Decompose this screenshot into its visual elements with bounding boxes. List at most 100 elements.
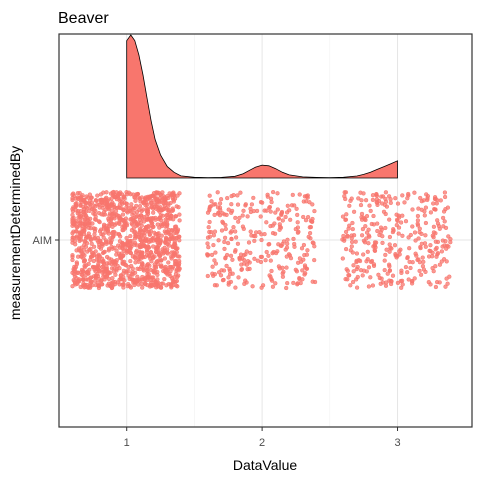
data-point bbox=[442, 190, 448, 195]
data-point bbox=[218, 273, 224, 278]
data-point bbox=[382, 267, 387, 273]
data-point bbox=[146, 224, 151, 230]
data-point bbox=[423, 205, 429, 210]
data-point bbox=[96, 239, 101, 245]
data-point bbox=[96, 257, 101, 263]
data-point bbox=[79, 267, 85, 273]
data-point bbox=[81, 259, 87, 264]
data-point bbox=[223, 222, 228, 228]
data-point bbox=[156, 205, 161, 211]
data-point bbox=[361, 252, 366, 257]
data-point bbox=[348, 248, 353, 253]
data-point bbox=[83, 204, 89, 210]
data-point bbox=[355, 264, 360, 270]
data-point bbox=[292, 241, 297, 247]
data-point bbox=[173, 279, 178, 284]
data-point bbox=[248, 250, 253, 256]
data-point bbox=[295, 220, 300, 225]
data-point bbox=[227, 266, 232, 272]
data-point bbox=[140, 261, 145, 267]
data-point bbox=[387, 249, 392, 254]
data-point bbox=[90, 221, 95, 226]
data-point bbox=[72, 279, 77, 284]
data-point bbox=[169, 254, 174, 259]
data-point bbox=[400, 193, 405, 198]
data-point bbox=[343, 217, 348, 222]
data-point bbox=[303, 271, 308, 276]
data-point bbox=[249, 202, 255, 207]
data-point bbox=[284, 265, 289, 270]
data-point bbox=[296, 229, 301, 234]
data-point bbox=[93, 217, 99, 222]
data-point bbox=[391, 228, 396, 233]
data-point bbox=[266, 253, 271, 258]
data-point bbox=[158, 239, 164, 244]
data-point bbox=[70, 197, 75, 203]
data-point bbox=[82, 222, 87, 227]
data-point bbox=[388, 281, 394, 287]
data-point bbox=[97, 219, 102, 225]
data-point bbox=[207, 219, 212, 225]
data-point bbox=[280, 218, 285, 223]
data-point bbox=[413, 238, 418, 243]
data-point bbox=[118, 276, 123, 281]
data-point bbox=[430, 250, 435, 255]
data-point bbox=[215, 190, 220, 195]
data-point bbox=[428, 243, 433, 248]
data-point bbox=[354, 259, 359, 265]
data-point bbox=[407, 259, 412, 265]
data-point bbox=[110, 190, 115, 195]
data-point bbox=[283, 214, 288, 220]
data-point bbox=[241, 226, 246, 232]
data-point bbox=[137, 244, 143, 249]
data-point bbox=[431, 224, 437, 229]
data-point bbox=[99, 197, 104, 202]
data-point bbox=[372, 248, 377, 253]
data-point bbox=[371, 213, 376, 219]
data-point bbox=[241, 208, 246, 213]
data-point bbox=[91, 236, 97, 241]
data-point bbox=[106, 197, 111, 202]
data-point bbox=[91, 207, 97, 213]
data-point bbox=[422, 241, 428, 246]
data-point bbox=[358, 202, 364, 208]
data-point bbox=[92, 229, 98, 234]
data-point bbox=[145, 202, 150, 207]
data-point bbox=[86, 225, 91, 230]
data-point bbox=[365, 257, 370, 262]
data-point bbox=[433, 247, 438, 252]
data-point bbox=[428, 210, 434, 215]
data-point bbox=[132, 236, 138, 241]
data-point bbox=[383, 252, 388, 258]
data-point bbox=[340, 237, 345, 242]
data-point bbox=[302, 194, 308, 199]
data-point bbox=[106, 246, 112, 251]
data-point bbox=[429, 254, 435, 259]
data-point bbox=[425, 196, 430, 201]
data-point bbox=[366, 265, 372, 270]
data-point bbox=[364, 213, 370, 219]
data-point bbox=[213, 261, 219, 266]
data-point bbox=[149, 204, 154, 210]
data-point bbox=[400, 282, 405, 287]
data-point bbox=[351, 209, 357, 214]
data-point bbox=[115, 280, 121, 285]
data-point bbox=[101, 226, 106, 231]
data-point bbox=[397, 252, 402, 257]
data-point bbox=[132, 240, 138, 246]
data-point bbox=[281, 269, 286, 274]
data-point bbox=[439, 249, 445, 254]
data-point bbox=[242, 281, 247, 287]
data-point bbox=[285, 241, 290, 246]
data-point bbox=[235, 193, 240, 198]
data-point bbox=[93, 274, 98, 280]
data-point bbox=[82, 227, 87, 233]
data-point bbox=[380, 240, 385, 246]
data-point bbox=[368, 208, 373, 214]
data-point bbox=[76, 279, 82, 284]
data-point bbox=[277, 224, 283, 229]
data-point bbox=[270, 189, 276, 195]
data-point bbox=[402, 200, 407, 205]
data-point bbox=[136, 277, 142, 282]
